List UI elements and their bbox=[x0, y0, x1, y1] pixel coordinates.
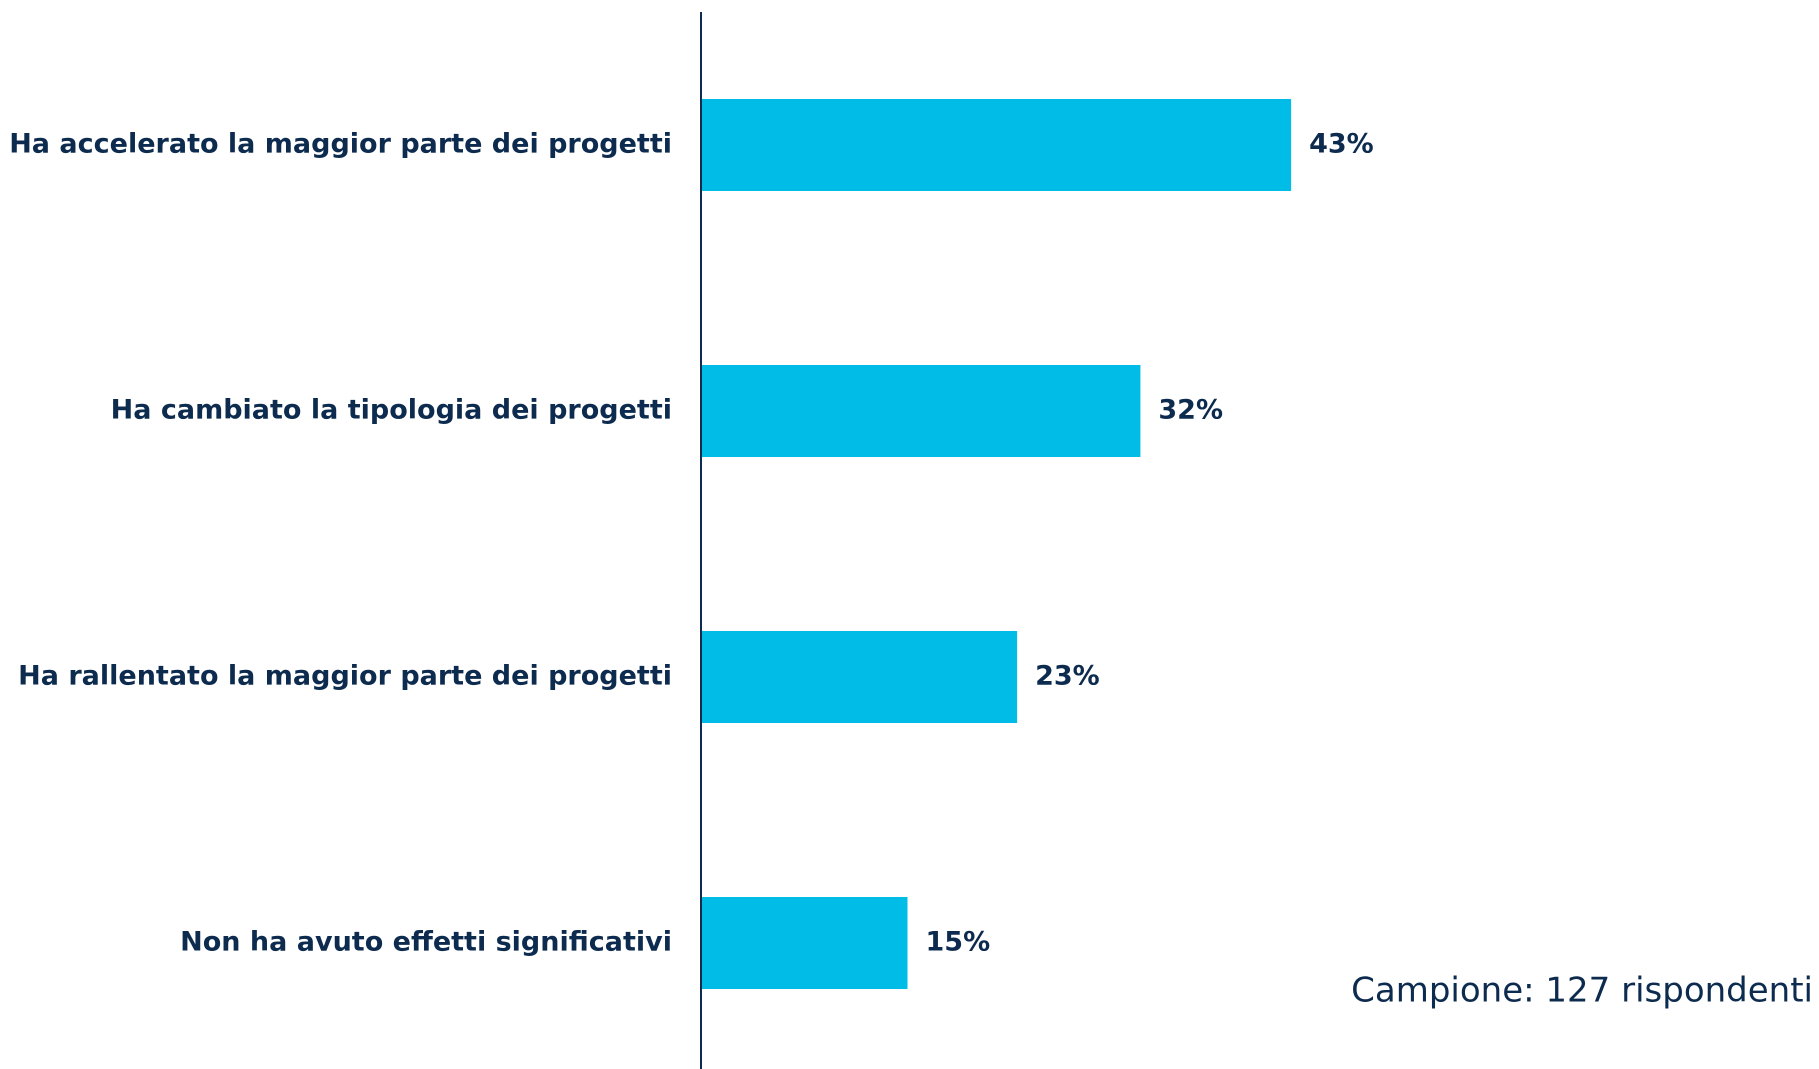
value-label: 32% bbox=[1158, 395, 1223, 426]
bar bbox=[702, 631, 1018, 723]
category-label: Non ha avuto effetti significativi bbox=[180, 927, 672, 958]
bar bbox=[702, 897, 908, 989]
value-label: 23% bbox=[1035, 661, 1100, 692]
bar bbox=[702, 99, 1292, 191]
category-label: Ha accelerato la maggior parte dei proge… bbox=[9, 129, 672, 160]
category-label: Ha cambiato la tipologia dei progetti bbox=[111, 395, 672, 426]
annotation: Campione: 127 rispondenti bbox=[1351, 971, 1813, 1011]
bar bbox=[702, 365, 1141, 457]
value-label: 43% bbox=[1309, 129, 1374, 160]
value-label: 15% bbox=[926, 927, 991, 958]
category-label: Ha rallentato la maggior parte dei proge… bbox=[18, 661, 672, 692]
